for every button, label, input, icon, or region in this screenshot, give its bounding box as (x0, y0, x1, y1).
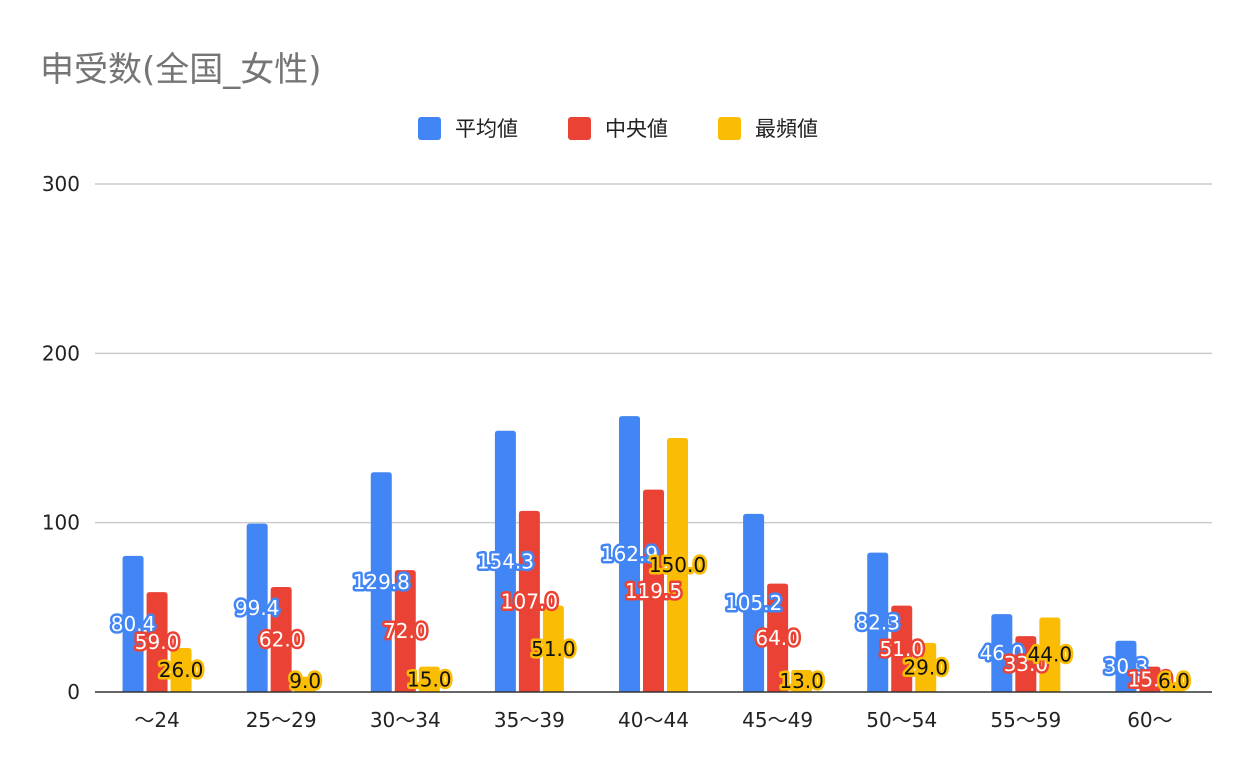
bars (122, 416, 1185, 692)
data-label-2-8: 6.0 (1158, 669, 1190, 693)
data-label-0-4: 162.9 (601, 542, 658, 566)
bar-0-6[interactable] (867, 552, 889, 692)
gridlines (95, 183, 1212, 524)
x-tick-label: 50～54 (866, 708, 937, 732)
bar-2-2[interactable] (418, 666, 440, 692)
data-label-1-6: 51.0 (879, 637, 924, 661)
data-label-1-0: 59.0 (135, 630, 180, 654)
data-label-1-1: 62.0 (259, 628, 304, 652)
data-label-2-2: 15.0 (407, 667, 452, 691)
bar-0-3[interactable] (494, 430, 516, 692)
y-tick-label: 300 (42, 172, 80, 196)
x-tick-label: ～24 (134, 708, 179, 732)
bar-1-7[interactable] (1015, 636, 1037, 692)
data-label-0-5: 105.2 (725, 591, 782, 615)
bar-2-6[interactable] (915, 642, 937, 692)
bar-0-2[interactable] (370, 472, 392, 692)
bar-0-5[interactable] (743, 513, 765, 692)
bar-1-2[interactable] (394, 570, 416, 692)
bar-0-4[interactable] (619, 416, 640, 692)
data-label-2-3: 51.0 (531, 637, 576, 661)
bar-1-0[interactable] (146, 592, 168, 692)
legend-label-0: 平均値 (455, 117, 518, 141)
bar-2-0[interactable] (170, 647, 192, 692)
data-label-0-7: 46.0 (980, 641, 1025, 665)
x-tick-label: 30～34 (370, 708, 441, 732)
x-tick-label: 35～39 (494, 708, 565, 732)
bar-2-1[interactable] (294, 676, 316, 692)
chart-title: 申受数(全国_女性) (40, 50, 322, 90)
legend-swatch-0 (418, 117, 441, 140)
bar-2-3[interactable] (542, 605, 564, 692)
bar-0-8[interactable] (1115, 640, 1137, 692)
data-label-0-2: 129.8 (353, 570, 410, 594)
y-tick-label: 0 (67, 680, 80, 704)
bar-0-1[interactable] (246, 523, 268, 692)
data-label-2-0: 26.0 (159, 658, 204, 682)
data-label-0-1: 99.4 (235, 596, 280, 620)
y-tick-label: 100 (42, 511, 80, 535)
legend-swatch-1 (568, 117, 591, 140)
bar-1-6[interactable] (891, 605, 913, 692)
data-label-2-7: 44.0 (1028, 643, 1073, 667)
data-label-2-1: 9.0 (289, 669, 321, 693)
bar-1-3[interactable] (518, 510, 540, 692)
bar-1-1[interactable] (270, 587, 292, 692)
x-tick-label: 25～29 (246, 708, 317, 732)
legend: 平均値 中央値 最頻値 (418, 117, 818, 141)
x-tick-label: 45～49 (742, 708, 813, 732)
legend-label-1: 中央値 (605, 117, 668, 141)
data-label-1-7: 33.0 (1004, 652, 1049, 676)
data-label-1-5: 64.0 (755, 626, 800, 650)
y-axis-tick-labels: 0 100 200 300 (42, 172, 80, 704)
bar-2-5[interactable] (791, 669, 813, 692)
data-label-0-8: 30.3 (1104, 654, 1149, 678)
legend-label-2: 最頻値 (755, 117, 818, 141)
data-label-2-5: 13.0 (779, 669, 824, 693)
y-tick-label: 200 (42, 341, 80, 365)
bar-0-0[interactable] (122, 555, 144, 692)
x-tick-label: 40～44 (618, 708, 689, 732)
bar-2-8[interactable] (1163, 681, 1185, 692)
bar-1-5[interactable] (767, 583, 789, 692)
bar-0-7[interactable] (991, 614, 1013, 692)
data-label-0-3: 154.3 (477, 549, 534, 573)
bar-1-8[interactable] (1139, 666, 1161, 692)
bar-2-4[interactable] (667, 438, 688, 692)
x-tick-label: 55～59 (990, 708, 1061, 732)
data-label-1-4: 119.5 (625, 579, 682, 603)
data-label-1-8: 15.0 (1128, 667, 1173, 691)
data-label-0-0: 80.4 (111, 612, 156, 636)
x-tick-label: 60～ (1127, 708, 1172, 732)
bar-2-7[interactable] (1039, 617, 1061, 692)
data-label-2-6: 29.0 (903, 655, 948, 679)
data-label-1-3: 107.0 (501, 589, 558, 613)
data-labels: 80.459.0 26.0 99.4 62.0 9.0 129.8 72.0 15.0 154.… (108, 540, 1192, 696)
data-label-1-2: 72.0 (383, 619, 428, 643)
x-axis-tick-labels: ～24 25～29 30～34 35～39 40～44 45～49 50～54 55～59 60… (134, 708, 1172, 732)
legend-swatch-2 (718, 117, 741, 140)
data-label-0-6: 82.3 (855, 610, 900, 634)
bar-1-4[interactable] (643, 489, 664, 692)
data-label-2-4: 150.0 (649, 553, 706, 577)
